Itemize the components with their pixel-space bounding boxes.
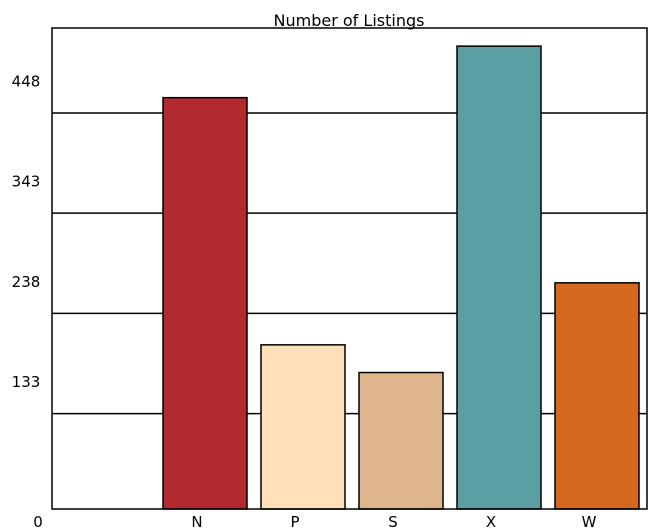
- bar-p: [260, 344, 346, 510]
- chart-title: Number of Listings: [274, 11, 425, 30]
- bar-w: [554, 282, 640, 510]
- y-tick-label: 448: [12, 72, 41, 90]
- x-tick-label: S: [388, 513, 398, 531]
- bar-s: [358, 371, 444, 510]
- y-tick-label: 343: [12, 173, 41, 191]
- gridlines: [52, 112, 647, 415]
- x-tick-label: P: [290, 513, 299, 531]
- y-tick-labels: 0 133 238 343 448: [12, 72, 43, 531]
- y-tick-label: 238: [12, 273, 41, 291]
- x-tick-label: X: [486, 513, 496, 531]
- bar-x: [456, 45, 542, 510]
- x-tick-label: W: [582, 513, 597, 531]
- x-tick-label: N: [191, 513, 202, 531]
- bars: [162, 45, 640, 510]
- bar-n: [162, 96, 248, 510]
- y-tick-label: 133: [12, 373, 41, 391]
- plot-frame: [51, 27, 648, 510]
- y-tick-label: 0: [33, 513, 43, 531]
